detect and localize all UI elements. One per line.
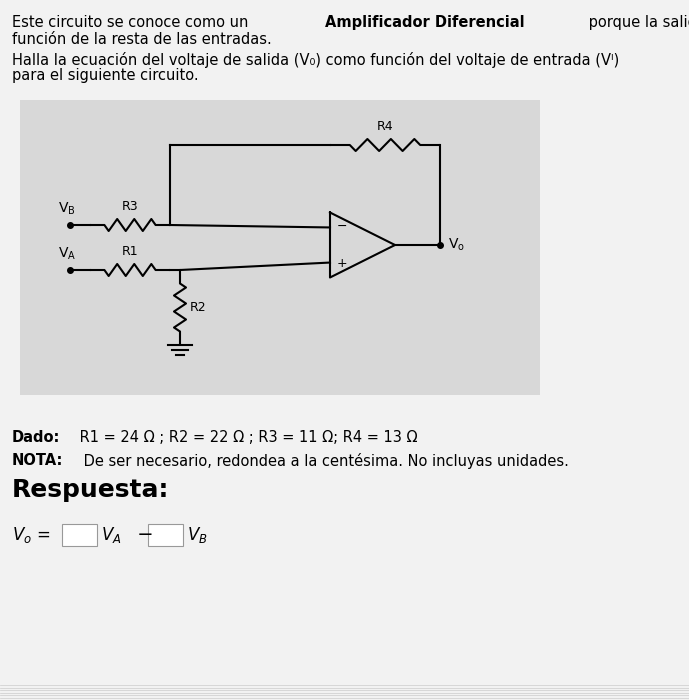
Text: $\mathsf{V_o}$: $\mathsf{V_o}$ bbox=[448, 237, 465, 253]
Text: NOTA:: NOTA: bbox=[12, 453, 63, 468]
Text: $\mathsf{V_B}$: $\mathsf{V_B}$ bbox=[58, 201, 76, 217]
Bar bbox=[20, 100, 540, 395]
Text: Amplificador Diferencial: Amplificador Diferencial bbox=[325, 15, 524, 30]
Text: R3: R3 bbox=[122, 200, 138, 213]
Text: De ser necesario, redondea a la centésima. No incluyas unidades.: De ser necesario, redondea a la centésim… bbox=[79, 453, 568, 469]
Text: R1: R1 bbox=[122, 245, 138, 258]
Text: Este circuito se conoce como un: Este circuito se conoce como un bbox=[12, 15, 253, 30]
Text: Halla la ecuación del voltaje de salida (V₀) como función del voltaje de entrada: Halla la ecuación del voltaje de salida … bbox=[12, 52, 619, 68]
Text: −: − bbox=[337, 220, 347, 233]
Text: Respuesta:: Respuesta: bbox=[12, 478, 169, 502]
Text: −: − bbox=[131, 526, 160, 545]
Text: $\mathsf{V_A}$: $\mathsf{V_A}$ bbox=[58, 246, 76, 262]
Text: R1 = 24 Ω ; R2 = 22 Ω ; R3 = 11 Ω; R4 = 13 Ω: R1 = 24 Ω ; R2 = 22 Ω ; R3 = 11 Ω; R4 = … bbox=[75, 430, 418, 445]
Text: $V_o$ =: $V_o$ = bbox=[12, 525, 50, 545]
Text: R2: R2 bbox=[190, 301, 207, 314]
Text: +: + bbox=[337, 257, 348, 270]
Bar bbox=[62, 524, 97, 546]
Text: porque la salida es una: porque la salida es una bbox=[584, 15, 689, 30]
Text: para el siguiente circuito.: para el siguiente circuito. bbox=[12, 68, 198, 83]
Text: $V_B$: $V_B$ bbox=[187, 525, 207, 545]
Text: R4: R4 bbox=[377, 120, 393, 133]
Text: función de la resta de las entradas.: función de la resta de las entradas. bbox=[12, 32, 271, 47]
Bar bbox=[147, 524, 183, 546]
Text: $V_A$: $V_A$ bbox=[101, 525, 121, 545]
Text: Dado:: Dado: bbox=[12, 430, 61, 445]
